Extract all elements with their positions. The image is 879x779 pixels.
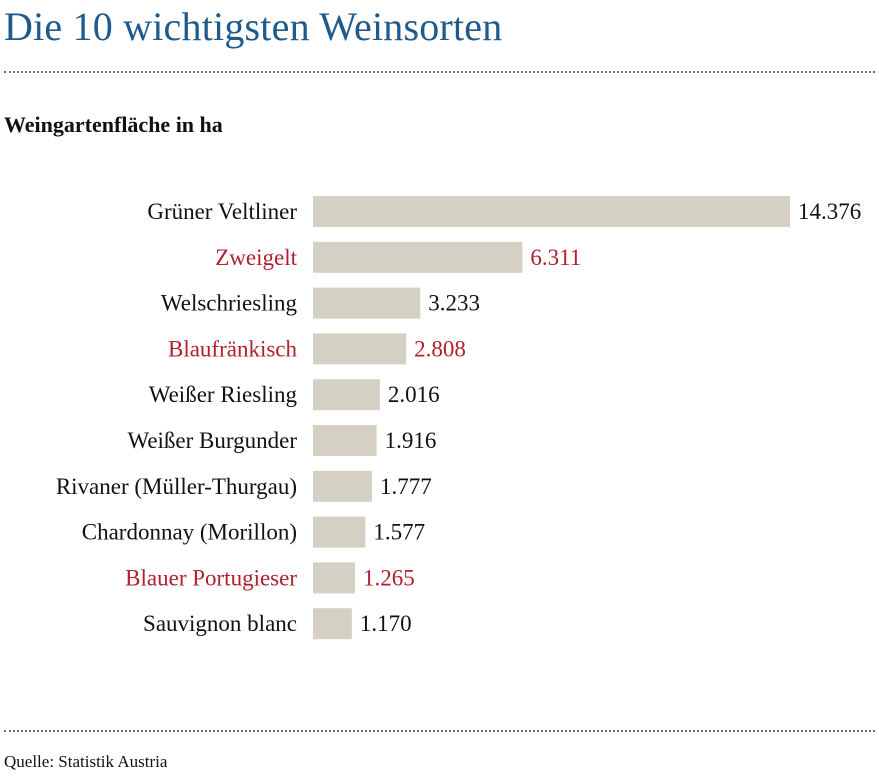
- bar: [313, 333, 407, 365]
- category-label: Sauvignon blanc: [143, 611, 297, 636]
- bar: [313, 562, 355, 594]
- bar: [313, 241, 523, 273]
- category-label: Rivaner (Müller-Thurgau): [56, 474, 297, 499]
- value-label: 3.233: [428, 291, 480, 316]
- bar: [313, 425, 377, 456]
- value-label: 2.808: [414, 336, 466, 361]
- chart-subtitle: Weingartenfläche in ha: [4, 112, 223, 137]
- category-label: Grüner Veltliner: [147, 199, 297, 224]
- category-label: Zweigelt: [215, 245, 297, 270]
- value-label: 14.376: [798, 199, 861, 224]
- value-label: 2.016: [388, 382, 440, 407]
- bar: [313, 196, 790, 227]
- bar: [313, 470, 372, 502]
- top-divider: [4, 71, 875, 73]
- bottom-divider: [4, 730, 875, 732]
- category-label: Blauer Portugieser: [125, 565, 297, 590]
- category-label: Weißer Riesling: [149, 382, 298, 407]
- bar: [313, 379, 380, 411]
- category-label: Blaufränkisch: [168, 336, 298, 361]
- chart-title: Die 10 wichtigsten Weinsorten: [4, 4, 503, 49]
- bar: [313, 608, 352, 640]
- value-label: 1.916: [385, 428, 437, 453]
- value-label: 1.777: [380, 474, 432, 499]
- category-label: Welschriesling: [161, 291, 298, 316]
- bar: [313, 287, 421, 319]
- bar-chart: Grüner Veltliner 14.376 Zweigelt 6.311 Welsc…: [56, 196, 861, 640]
- value-label: 6.311: [530, 245, 581, 270]
- value-label: 1.170: [360, 611, 412, 636]
- source-note: Quelle: Statistik Austria: [4, 752, 168, 771]
- category-label: Chardonnay (Morillon): [82, 520, 297, 545]
- bar: [313, 516, 366, 548]
- value-label: 1.265: [363, 565, 415, 590]
- value-label: 1.577: [373, 520, 425, 545]
- category-label: Weißer Burgunder: [127, 428, 297, 453]
